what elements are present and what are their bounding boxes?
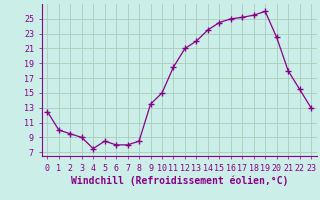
X-axis label: Windchill (Refroidissement éolien,°C): Windchill (Refroidissement éolien,°C)	[70, 175, 288, 186]
